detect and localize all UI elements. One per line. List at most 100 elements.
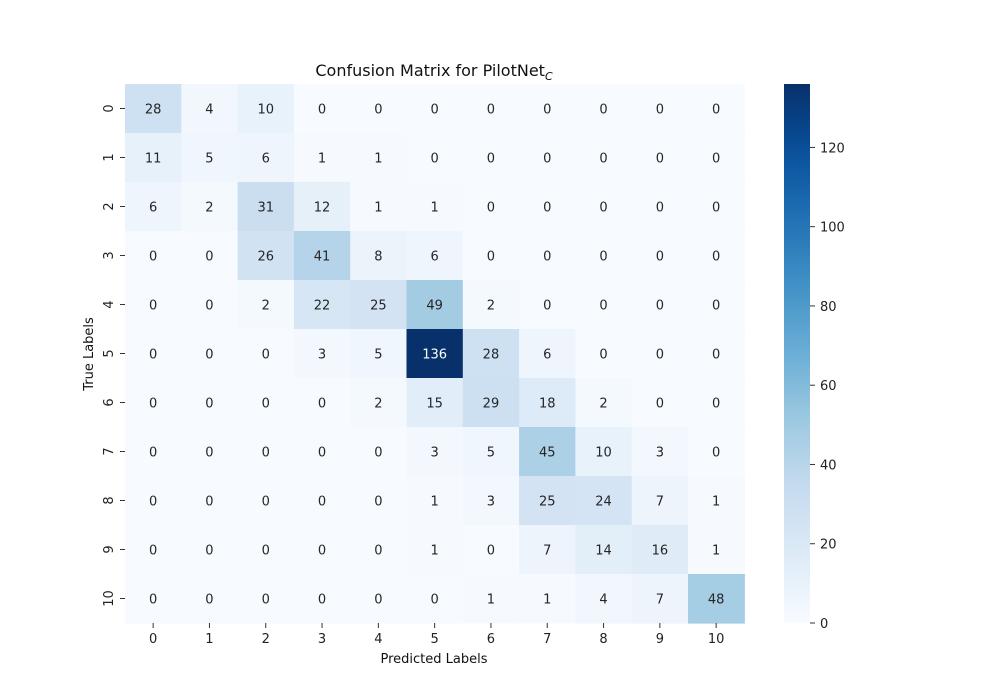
cell-value-label: 0 bbox=[543, 250, 551, 265]
y-tick-label: 8 bbox=[102, 496, 117, 504]
heatmap-cell bbox=[350, 525, 408, 575]
x-tick-label: 6 bbox=[487, 632, 495, 647]
cell-value-label: 0 bbox=[149, 397, 157, 412]
cell-value-label: 1 bbox=[712, 544, 720, 559]
cell-value-label: 0 bbox=[149, 593, 157, 608]
cell-value-label: 0 bbox=[712, 201, 720, 216]
cell-value-label: 8 bbox=[374, 250, 382, 265]
cell-value-label: 0 bbox=[149, 299, 157, 314]
heatmap-cell bbox=[519, 378, 576, 428]
heatmap-cell bbox=[575, 84, 633, 134]
heatmap-cell bbox=[688, 525, 745, 575]
heatmap-cell bbox=[181, 133, 239, 183]
cell-value-label: 0 bbox=[487, 250, 495, 265]
heatmap-cell bbox=[350, 476, 408, 526]
cell-value-label: 31 bbox=[257, 201, 274, 216]
cell-value-label: 136 bbox=[422, 348, 447, 363]
heatmap-cell bbox=[688, 133, 745, 183]
cell-value-label: 1 bbox=[318, 152, 326, 167]
cell-value-label: 1 bbox=[374, 201, 382, 216]
cell-value-label: 0 bbox=[262, 544, 270, 559]
cell-value-label: 0 bbox=[712, 152, 720, 167]
cell-value-label: 0 bbox=[487, 544, 495, 559]
x-tick-label: 0 bbox=[149, 632, 157, 647]
cell-value-label: 7 bbox=[543, 544, 551, 559]
heatmap-cell bbox=[631, 84, 689, 134]
cell-value-label: 0 bbox=[656, 250, 664, 265]
heatmap-cell bbox=[181, 427, 239, 477]
heatmap-cell bbox=[519, 476, 576, 526]
heatmap-cell bbox=[575, 525, 633, 575]
heatmap-cell bbox=[181, 574, 239, 624]
cell-value-label: 28 bbox=[145, 103, 162, 118]
heatmap-cell bbox=[181, 280, 239, 330]
y-tick-label: 0 bbox=[102, 104, 117, 112]
cell-value-label: 0 bbox=[205, 397, 213, 412]
heatmap-cell bbox=[462, 574, 520, 624]
heatmap-cell bbox=[462, 476, 520, 526]
y-tick-label: 10 bbox=[102, 590, 117, 607]
cell-value-label: 0 bbox=[487, 152, 495, 167]
heatmap-cell bbox=[350, 574, 408, 624]
heatmap-cell bbox=[125, 329, 182, 379]
cell-value-label: 0 bbox=[656, 299, 664, 314]
heatmap-cell bbox=[406, 378, 464, 428]
heatmap-cell bbox=[293, 329, 351, 379]
heatmap-cell bbox=[181, 525, 239, 575]
cell-value-label: 2 bbox=[374, 397, 382, 412]
x-tick-label: 8 bbox=[599, 632, 607, 647]
cell-value-label: 6 bbox=[149, 201, 157, 216]
cell-value-label: 0 bbox=[656, 152, 664, 167]
cell-value-label: 7 bbox=[656, 593, 664, 608]
heatmap-cell bbox=[350, 280, 408, 330]
heatmap-cell bbox=[462, 280, 520, 330]
heatmap-cell bbox=[181, 84, 239, 134]
cell-value-label: 0 bbox=[205, 593, 213, 608]
x-tick-label: 10 bbox=[708, 632, 725, 647]
cell-value-label: 1 bbox=[712, 495, 720, 510]
cell-value-label: 0 bbox=[318, 593, 326, 608]
x-tick-label: 2 bbox=[262, 632, 270, 647]
heatmap-cell bbox=[688, 574, 745, 624]
heatmap-cell bbox=[237, 574, 295, 624]
cell-value-label: 0 bbox=[205, 446, 213, 461]
cell-value-label: 0 bbox=[149, 544, 157, 559]
cell-value-label: 0 bbox=[262, 348, 270, 363]
heatmap-cell bbox=[237, 378, 295, 428]
heatmap-cell bbox=[519, 84, 576, 134]
heatmap-cell bbox=[519, 133, 576, 183]
cell-value-label: 0 bbox=[543, 152, 551, 167]
cell-value-label: 45 bbox=[539, 446, 556, 461]
cell-value-label: 3 bbox=[318, 348, 326, 363]
cell-value-label: 0 bbox=[599, 299, 607, 314]
heatmap-cell bbox=[237, 231, 295, 281]
heatmap-cell bbox=[181, 231, 239, 281]
cell-value-label: 0 bbox=[599, 201, 607, 216]
cell-value-label: 0 bbox=[374, 495, 382, 510]
cell-value-label: 1 bbox=[431, 495, 439, 510]
heatmap-cell bbox=[350, 84, 408, 134]
x-tick-label: 3 bbox=[318, 632, 326, 647]
cell-value-label: 0 bbox=[149, 348, 157, 363]
colorbar-tick-label: 60 bbox=[820, 379, 837, 394]
cell-value-label: 0 bbox=[431, 593, 439, 608]
cell-value-label: 0 bbox=[205, 544, 213, 559]
heatmap-cell bbox=[237, 133, 295, 183]
cell-value-label: 0 bbox=[543, 103, 551, 118]
heatmap-cell bbox=[237, 476, 295, 526]
heatmap-cell bbox=[575, 427, 633, 477]
heatmap-cell bbox=[575, 378, 633, 428]
cell-value-label: 0 bbox=[149, 495, 157, 510]
heatmap-cell bbox=[519, 329, 576, 379]
cell-value-label: 1 bbox=[543, 593, 551, 608]
heatmap-cell bbox=[350, 182, 408, 232]
cell-value-label: 0 bbox=[656, 201, 664, 216]
cell-value-label: 0 bbox=[205, 299, 213, 314]
heatmap-cell bbox=[237, 525, 295, 575]
cell-value-label: 10 bbox=[595, 446, 612, 461]
heatmap-cell bbox=[575, 574, 633, 624]
heatmap-cell bbox=[688, 182, 745, 232]
heatmap-cell bbox=[575, 280, 633, 330]
heatmap-cell bbox=[688, 427, 745, 477]
cell-value-label: 6 bbox=[431, 250, 439, 265]
